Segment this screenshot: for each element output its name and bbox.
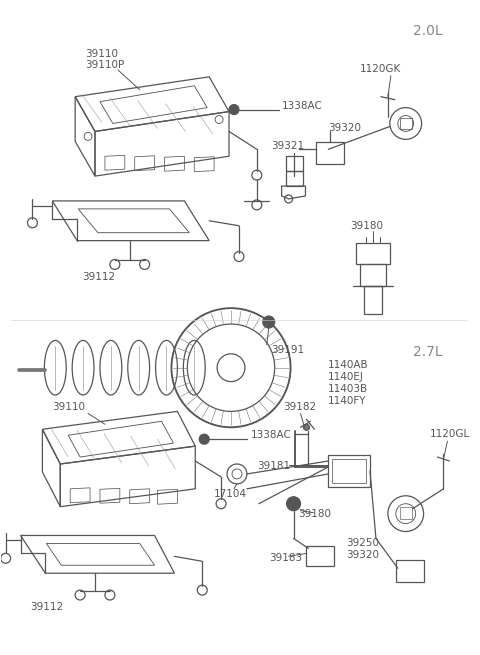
- Text: 39112: 39112: [30, 602, 64, 612]
- Text: 1140FY: 1140FY: [328, 396, 367, 405]
- Bar: [316, 142, 344, 164]
- Text: 1338AC: 1338AC: [251, 430, 292, 440]
- Text: 39183: 39183: [269, 553, 302, 563]
- Circle shape: [303, 424, 310, 430]
- Text: 39110P: 39110P: [85, 60, 124, 70]
- Circle shape: [263, 316, 275, 328]
- Text: 1140EJ: 1140EJ: [328, 371, 364, 382]
- Text: 39321: 39321: [271, 141, 304, 151]
- Text: 39320: 39320: [346, 550, 379, 561]
- Text: 39180: 39180: [299, 509, 332, 519]
- Bar: [400, 117, 412, 130]
- Bar: [364, 286, 382, 314]
- Circle shape: [229, 105, 239, 115]
- Bar: [356, 242, 390, 265]
- Text: 1120GK: 1120GK: [360, 64, 401, 74]
- Text: 39182: 39182: [284, 402, 317, 413]
- Bar: [306, 546, 334, 567]
- Text: 39110: 39110: [52, 402, 85, 413]
- Text: 2.0L: 2.0L: [413, 24, 442, 38]
- Circle shape: [199, 434, 209, 444]
- Text: 39110: 39110: [85, 49, 118, 59]
- Bar: [332, 459, 366, 483]
- Text: 39191: 39191: [271, 345, 304, 355]
- Text: 39250: 39250: [346, 538, 379, 548]
- Bar: [328, 455, 370, 487]
- Text: 1140AB: 1140AB: [328, 360, 369, 370]
- Bar: [286, 157, 303, 171]
- Text: 2.7L: 2.7L: [413, 345, 442, 359]
- Text: 17104: 17104: [214, 489, 247, 499]
- Text: 39181: 39181: [257, 461, 290, 471]
- Text: 39180: 39180: [350, 221, 383, 231]
- Bar: [400, 507, 412, 519]
- Text: 39112: 39112: [82, 272, 115, 282]
- Text: 11403B: 11403B: [328, 384, 369, 394]
- Text: 1338AC: 1338AC: [282, 101, 323, 111]
- Bar: [286, 171, 303, 186]
- Text: 39320: 39320: [328, 124, 361, 134]
- Circle shape: [287, 496, 300, 511]
- Bar: [360, 265, 386, 286]
- Text: 1120GL: 1120GL: [430, 429, 470, 440]
- Bar: [396, 560, 424, 582]
